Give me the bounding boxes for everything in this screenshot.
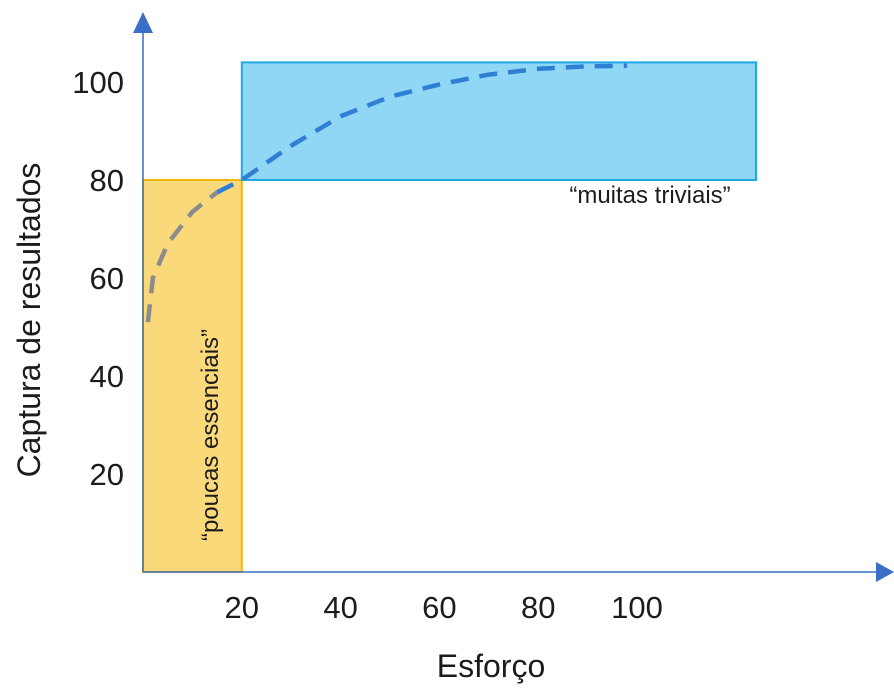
x-tick-label-80: 80 [521, 590, 555, 625]
curve-segment-0 [145, 190, 219, 323]
y-tick-label-20: 20 [90, 457, 124, 492]
x-tick-label-20: 20 [225, 590, 259, 625]
region-label-muitas-triviais: “muitas triviais” [569, 182, 730, 209]
x-axis-title: Esforço [437, 648, 545, 684]
x-tick-label-100: 100 [611, 590, 663, 625]
y-tick-labels: 20 40 60 80 100 [72, 65, 124, 492]
y-tick-label-40: 40 [90, 359, 124, 394]
region-label-poucas-essenciais: “poucas essenciais” [197, 329, 224, 541]
region-poucas-essenciais [142, 179, 243, 573]
y-tick-label-80: 80 [90, 163, 124, 198]
y-axis-arrow [133, 12, 153, 33]
highlight-regions [142, 61, 758, 573]
x-tick-label-40: 40 [323, 590, 357, 625]
y-tick-label-60: 60 [90, 261, 124, 296]
x-tick-label-60: 60 [422, 590, 456, 625]
y-tick-label-100: 100 [72, 65, 124, 100]
curve [145, 63, 628, 323]
x-tick-labels: 20 40 60 80 100 [225, 590, 663, 625]
region-muitas-triviais [240, 61, 758, 181]
y-axis-title: Captura de resultados [11, 163, 47, 478]
axes [133, 12, 894, 582]
x-axis-arrow [876, 562, 894, 582]
